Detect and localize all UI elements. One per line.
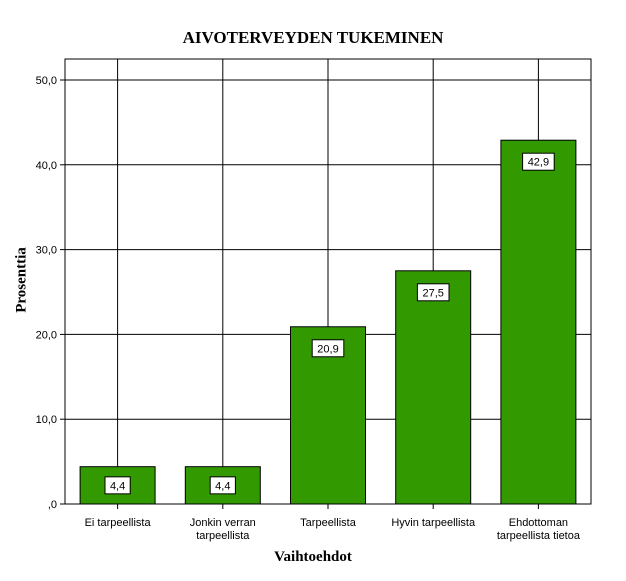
y-tick-label: 50,0: [36, 75, 57, 87]
y-tick-label: 20,0: [36, 329, 57, 341]
x-tick-label: Tarpeellista: [300, 517, 357, 529]
data-label: 4,4: [215, 480, 230, 492]
data-label-box: [104, 476, 131, 495]
y-tick-label: 10,0: [36, 414, 57, 426]
data-label: 4,4: [110, 480, 125, 492]
data-label: 42,9: [528, 157, 549, 169]
data-label-box: [522, 152, 555, 171]
data-label: 27,5: [422, 287, 443, 299]
y-tick-label: ,0: [48, 499, 57, 511]
data-label: 20,9: [317, 343, 338, 355]
data-label-box: [311, 339, 345, 358]
y-tick-label: 40,0: [36, 160, 57, 172]
x-axis-label: Vaihtoehdot: [274, 549, 352, 565]
bar: [500, 139, 577, 505]
x-tick-label: Ehdottoman: [509, 517, 568, 529]
y-tick-label: 30,0: [36, 245, 57, 257]
x-tick-label: tarpeellista: [196, 530, 250, 542]
data-label-box: [209, 476, 236, 495]
chart-title: AIVOTERVEYDEN TUKEMINEN: [182, 28, 444, 47]
x-tick-label: Ei tarpeellista: [85, 517, 152, 529]
bar: [395, 270, 472, 505]
plot-frame: [64, 58, 592, 505]
x-tick-label: Hyvin tarpeellista: [391, 517, 476, 529]
x-tick-label: Jonkin verran: [190, 517, 256, 529]
x-tick-label: tarpeellista tietoa: [497, 530, 581, 542]
data-label-box: [416, 283, 450, 302]
